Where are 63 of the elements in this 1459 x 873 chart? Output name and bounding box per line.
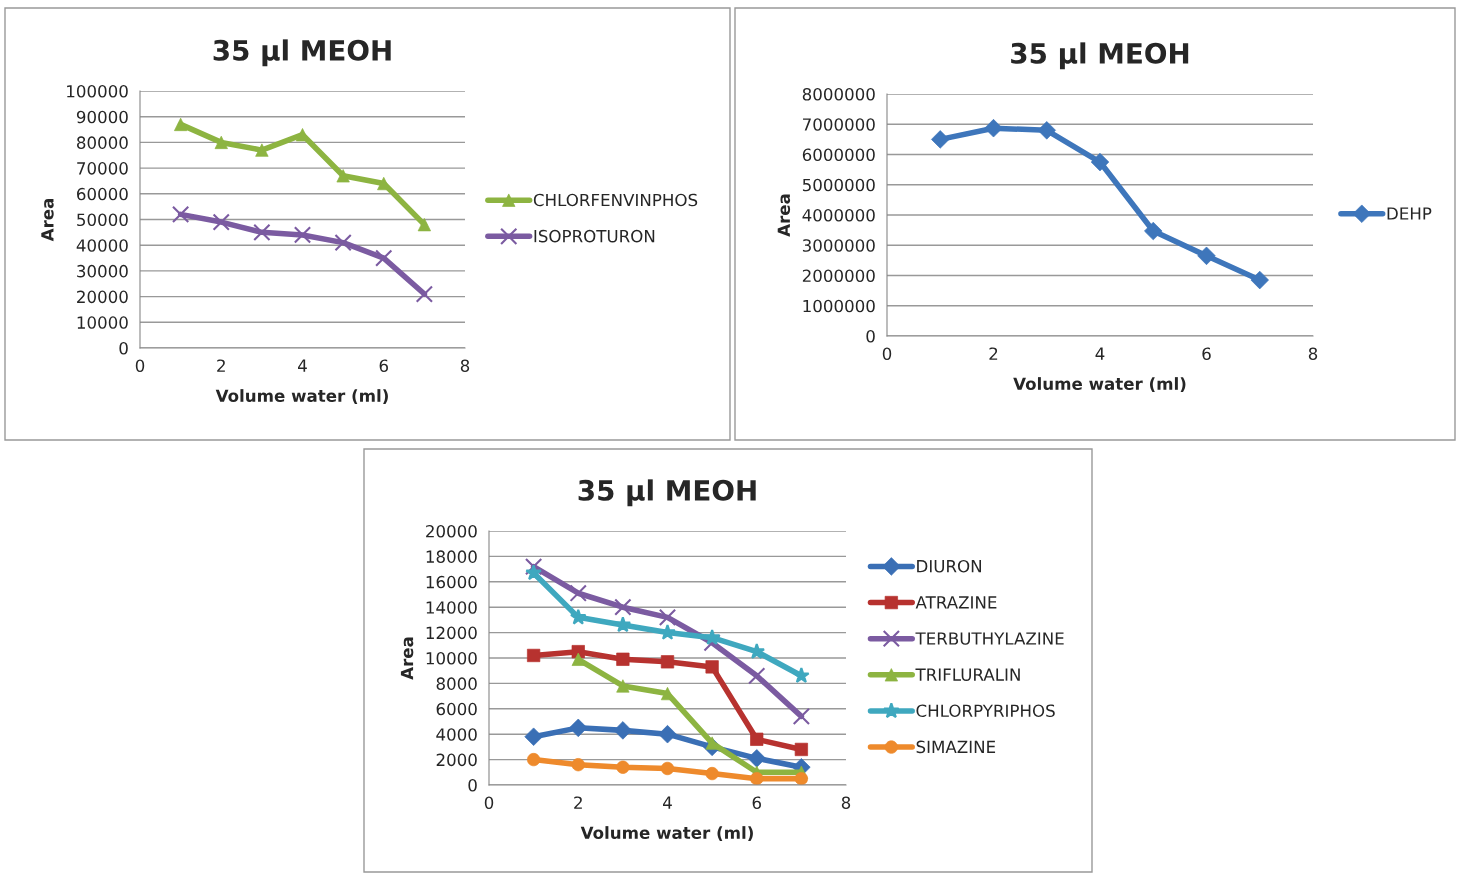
x-tick-label: 2	[989, 347, 998, 360]
x-tick-label: 0	[882, 347, 892, 361]
y-tick-label: 0	[866, 329, 875, 343]
y-tick-label: 0	[468, 778, 477, 792]
x-axis-title: Volume water (ml)	[215, 389, 388, 404]
x-tick-label: 6	[1202, 347, 1211, 361]
y-tick-label: 10000	[426, 651, 477, 665]
legend-label: TRIFLURALIN	[915, 668, 1020, 681]
legend-label: CHLORFENVINPHOS	[533, 193, 698, 207]
legend-label: ISOPROTURON	[534, 229, 655, 243]
y-tick-label: 2000	[436, 753, 477, 767]
y-tick-label: 60000	[77, 187, 128, 201]
legend-label: SIMAZINE	[916, 740, 996, 754]
y-tick-label: 20000	[426, 524, 477, 538]
legend-label: DEHP	[1387, 207, 1432, 220]
x-tick-label: 4	[1095, 347, 1105, 360]
x-tick-label: 4	[663, 796, 672, 809]
chart-title: 35 µl MEOH	[1011, 42, 1189, 70]
chart-title: 35 µl MEOH	[578, 479, 756, 507]
y-tick-label: 50000	[77, 213, 128, 227]
y-tick-label: 70000	[77, 162, 128, 175]
y-axis-title: Area	[400, 637, 414, 680]
y-tick-label: 4000	[436, 728, 477, 741]
y-tick-label: 80000	[77, 136, 128, 149]
x-tick-label: 0	[484, 796, 494, 810]
y-tick-label: 16000	[426, 575, 477, 589]
y-tick-label: 2000000	[802, 269, 875, 283]
y-tick-label: 4000000	[802, 208, 875, 222]
y-tick-label: 30000	[77, 264, 128, 278]
x-tick-label: 8	[1308, 347, 1318, 361]
legend-label: DIURON	[917, 559, 981, 573]
y-tick-label: 90000	[76, 110, 128, 124]
x-tick-label: 6	[752, 796, 761, 810]
y-axis-title: Area	[777, 194, 791, 237]
y-tick-label: 1000000	[803, 299, 875, 313]
y-tick-label: 8000000	[802, 87, 875, 101]
y-tick-label: 3000000	[802, 239, 875, 252]
y-tick-label: 18000	[426, 550, 477, 563]
x-tick-label: 8	[460, 359, 470, 373]
x-tick-label: 6	[379, 359, 388, 373]
y-tick-label: 6000000	[802, 148, 875, 162]
x-tick-label: 0	[135, 359, 145, 373]
y-tick-label: 6000	[436, 702, 477, 716]
y-tick-label: 5000000	[802, 178, 875, 192]
y-axis-title: Area	[41, 198, 54, 242]
y-tick-label: 12000	[426, 626, 477, 640]
legend-label: ATRAZINE	[915, 596, 997, 609]
y-tick-label: 7000000	[803, 118, 875, 131]
legend-label: TERBUTHYLAZINE	[915, 632, 1064, 645]
x-tick-label: 8	[841, 796, 851, 810]
x-tick-label: 2	[217, 359, 225, 372]
y-tick-label: 100000	[67, 84, 128, 98]
chart-title: 35 µl MEOH	[213, 39, 391, 67]
y-tick-label: 40000	[76, 239, 128, 252]
x-tick-label: 2	[574, 796, 582, 809]
legend-label: CHLORPYRIPHOS	[916, 704, 1055, 718]
y-tick-label: 10000	[77, 316, 128, 329]
y-tick-label: 20000	[77, 290, 128, 304]
y-tick-label: 14000	[426, 601, 477, 614]
x-axis-title: Volume water (ml)	[1013, 377, 1186, 392]
x-axis-title: Volume water (ml)	[580, 826, 753, 841]
y-tick-label: 8000	[436, 677, 477, 690]
x-tick-label: 4	[298, 359, 307, 372]
